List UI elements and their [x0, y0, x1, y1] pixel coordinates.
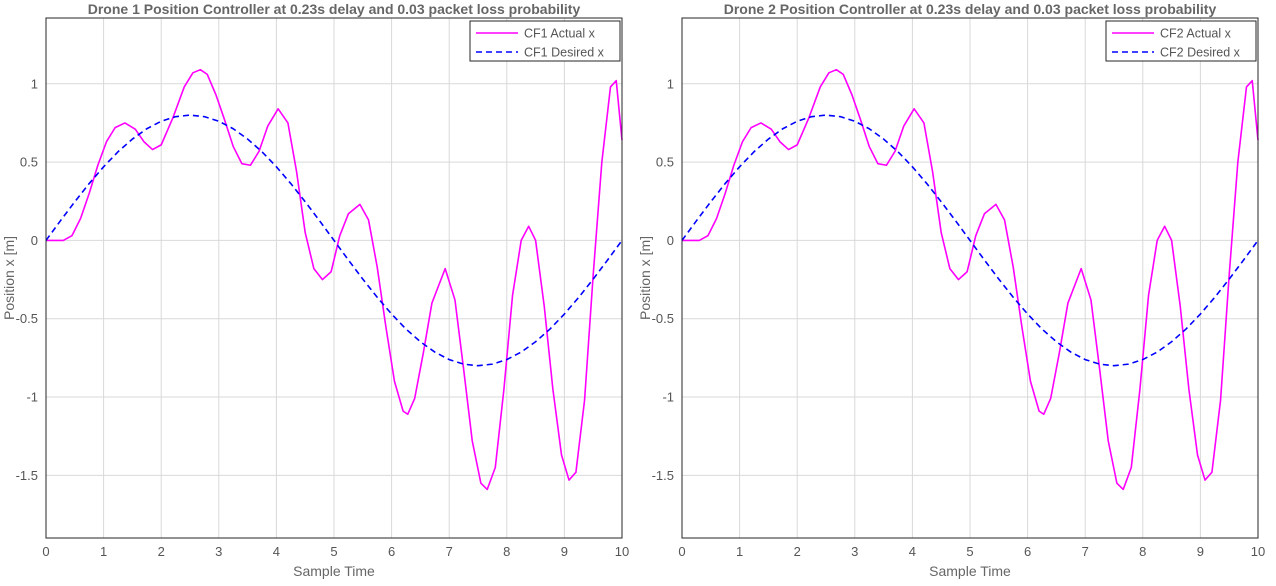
legend-box	[1105, 20, 1257, 62]
x-tick-label: 10	[615, 544, 629, 559]
x-tick-label: 0	[678, 544, 685, 559]
y-tick-label: 0.5	[656, 155, 674, 170]
y-tick-label: -1.5	[652, 468, 674, 483]
x-tick-label: 9	[561, 544, 568, 559]
x-tick-label: 1	[100, 544, 107, 559]
legend-entry: CF2 Actual x	[1160, 27, 1232, 41]
legend-entry: CF2 Desired x	[1160, 46, 1241, 60]
x-tick-label: 2	[158, 544, 165, 559]
y-tick-label: 1	[31, 76, 38, 91]
x-axis-label: Sample Time	[929, 563, 1011, 579]
x-tick-label: 1	[736, 544, 743, 559]
series-line-desired	[681, 114, 1259, 367]
legend-box	[469, 20, 621, 62]
series-line-desired	[45, 114, 623, 367]
axes-box	[681, 17, 1259, 539]
x-tick-label: 7	[1082, 544, 1089, 559]
legend: CF1 Actual x CF1 Desired x	[469, 20, 621, 62]
x-tick-label: 5	[966, 544, 973, 559]
y-tick-label: -1.5	[16, 468, 38, 483]
y-tick-label: -1	[662, 390, 674, 405]
x-tick-label: 5	[330, 544, 337, 559]
chart-title: Drone 2 Position Controller at 0.23s del…	[724, 1, 1217, 17]
chart-panel-1: 0 1 2 3 4 5 6 7 8 9 10 -1.5 -1 -0.5 0 0.5 1 Drone 1 Posit…	[1, 1, 629, 579]
legend: CF2 Actual x CF2 Desired x	[1105, 20, 1257, 62]
legend-entry: CF1 Desired x	[524, 46, 605, 60]
y-tick-label: 0.5	[20, 155, 38, 170]
y-tick-label: 1	[667, 76, 674, 91]
x-tick-label: 4	[273, 544, 280, 559]
series-line-actual	[46, 68, 623, 491]
x-tick-label: 8	[1139, 544, 1146, 559]
x-tick-label: 2	[794, 544, 801, 559]
x-tick-label: 6	[1024, 544, 1031, 559]
y-tick-label: 0	[667, 233, 674, 248]
x-tick-label: 9	[1197, 544, 1204, 559]
axes-box	[45, 17, 623, 539]
chart-panel-2: 0 1 2 3 4 5 6 7 8 9 10 -1.5 -1 -0.5 0 0.5 1 Drone 2 Posit…	[637, 1, 1265, 579]
y-axis-label: Position x [m]	[637, 236, 653, 320]
y-tick-label: -0.5	[652, 311, 674, 326]
y-tick-label: 0	[31, 233, 38, 248]
x-tick-label: 4	[909, 544, 916, 559]
legend-entry: CF1 Actual x	[524, 27, 596, 41]
y-tick-label: -1	[26, 390, 38, 405]
x-tick-label: 8	[503, 544, 510, 559]
x-tick-label: 6	[388, 544, 395, 559]
x-tick-label: 0	[42, 544, 49, 559]
x-tick-label: 7	[446, 544, 453, 559]
y-tick-label: -0.5	[16, 311, 38, 326]
x-tick-label: 3	[215, 544, 222, 559]
y-axis-label: Position x [m]	[1, 236, 17, 320]
x-tick-label: 10	[1251, 544, 1265, 559]
x-axis-label: Sample Time	[293, 563, 375, 579]
series-line-actual	[682, 68, 1259, 491]
x-tick-label: 3	[851, 544, 858, 559]
chart-title: Drone 1 Position Controller at 0.23s del…	[88, 1, 581, 17]
